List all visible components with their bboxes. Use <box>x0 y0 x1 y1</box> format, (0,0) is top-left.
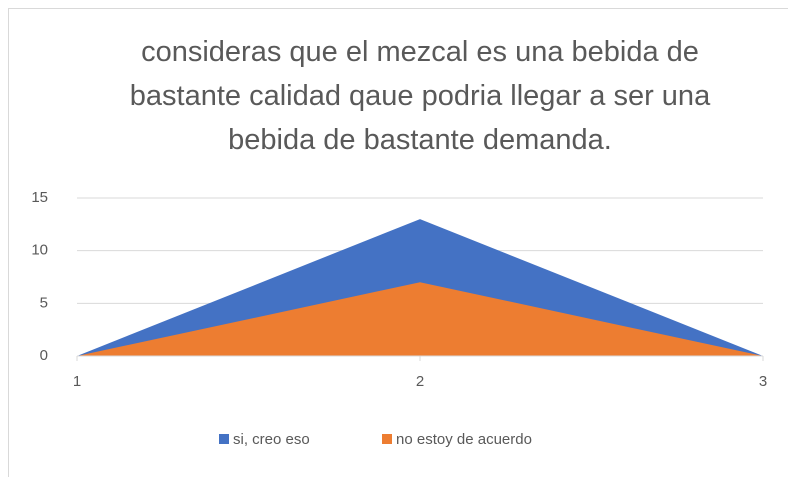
legend-swatch <box>219 434 229 444</box>
legend-label: no estoy de acuerdo <box>396 431 532 448</box>
y-tick-label: 15 <box>31 189 48 206</box>
area-series <box>77 282 763 356</box>
legend-swatch <box>382 434 392 444</box>
chart-border <box>8 8 788 477</box>
x-tick-label: 1 <box>73 373 81 390</box>
x-tick-label: 3 <box>759 373 767 390</box>
x-tick-label: 2 <box>416 373 424 390</box>
y-tick-label: 5 <box>40 294 48 311</box>
legend-label: si, creo eso <box>233 431 310 448</box>
y-tick-label: 10 <box>31 242 48 259</box>
y-tick-label: 0 <box>40 347 48 364</box>
chart-title: consideras que el mezcal es una bebida d… <box>129 36 711 156</box>
